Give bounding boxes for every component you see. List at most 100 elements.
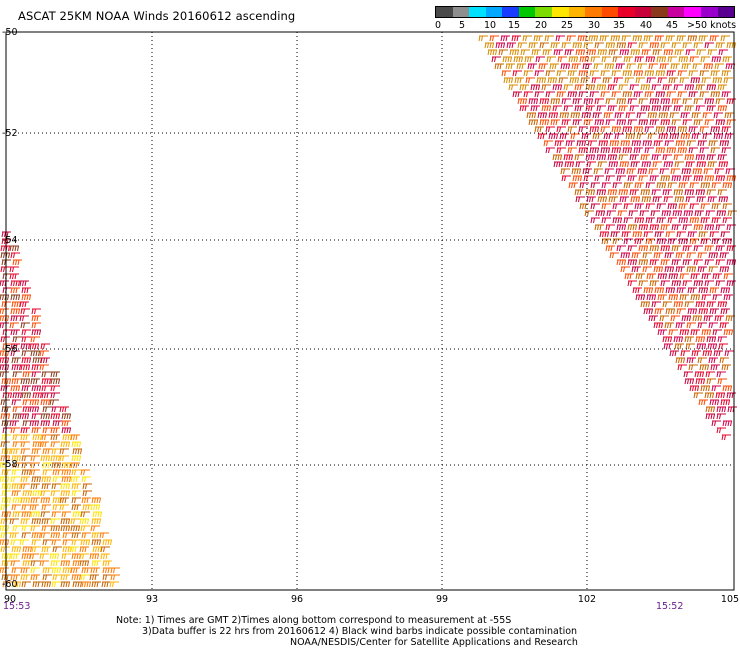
wind-barb <box>612 238 622 245</box>
wind-barb <box>605 98 615 105</box>
wind-barb <box>597 49 607 56</box>
wind-barb <box>556 91 566 98</box>
wind-barb <box>726 280 736 287</box>
wind-barb <box>32 581 42 588</box>
scale-label: 10 <box>484 20 497 31</box>
wind-barb <box>676 35 686 42</box>
wind-barb <box>668 273 678 280</box>
wind-barb <box>702 350 712 357</box>
wind-barb <box>61 476 71 483</box>
wind-barb <box>642 266 652 273</box>
wind-barb <box>637 63 647 70</box>
wind-barb <box>665 35 675 42</box>
wind-barb <box>72 560 82 567</box>
wind-barb <box>50 532 60 539</box>
wind-barb <box>69 546 79 553</box>
wind-barb <box>640 189 650 196</box>
wind-barb <box>552 105 562 112</box>
wind-barb <box>622 91 632 98</box>
wind-barb <box>700 238 710 245</box>
wind-barb <box>21 553 31 560</box>
wind-barb <box>79 518 89 525</box>
wind-barb <box>548 112 558 119</box>
wind-barb <box>679 77 689 84</box>
wind-barb <box>708 322 718 329</box>
wind-barb <box>71 455 81 462</box>
wind-barb <box>622 70 632 77</box>
wind-barb <box>560 168 570 175</box>
wind-barb <box>523 91 533 98</box>
wind-barb <box>31 364 41 371</box>
wind-barb <box>49 553 59 560</box>
wind-barb <box>699 147 709 154</box>
wind-barb <box>550 42 560 49</box>
wind-barb <box>0 364 9 371</box>
wind-barb <box>91 560 101 567</box>
wind-barb <box>664 252 674 259</box>
wind-barb <box>689 203 699 210</box>
wind-barb <box>59 497 69 504</box>
wind-barb <box>667 217 677 224</box>
wind-barb <box>30 455 40 462</box>
wind-barb <box>29 504 39 511</box>
wind-barb <box>646 294 656 301</box>
wind-barb <box>715 175 725 182</box>
wind-barb <box>600 147 610 154</box>
wind-barb <box>623 182 633 189</box>
wind-barb <box>99 532 109 539</box>
wind-barb <box>42 539 52 546</box>
wind-barb <box>605 224 615 231</box>
wind-barb <box>597 161 607 168</box>
wind-barb <box>632 287 642 294</box>
wind-barb <box>61 511 71 518</box>
wind-barb <box>677 91 687 98</box>
wind-barb <box>22 371 32 378</box>
wind-barb <box>20 364 30 371</box>
wind-barb <box>651 301 661 308</box>
wind-barb <box>520 49 530 56</box>
wind-barb <box>673 154 683 161</box>
wind-barb <box>627 119 637 126</box>
wind-barb <box>653 266 663 273</box>
wind-barb <box>689 217 699 224</box>
wind-barb <box>709 231 719 238</box>
wind-barb <box>684 154 694 161</box>
wind-barb <box>690 273 700 280</box>
wind-barb <box>705 406 715 413</box>
wind-barb <box>559 133 569 140</box>
wind-barb <box>545 126 555 133</box>
wind-barb <box>40 455 50 462</box>
wind-barb <box>690 77 700 84</box>
wind-barb <box>651 105 661 112</box>
wind-barb <box>707 343 717 350</box>
wind-barb <box>602 77 612 84</box>
wind-barb <box>42 406 52 413</box>
wind-barb <box>542 49 552 56</box>
wind-barb <box>50 455 60 462</box>
wind-barb <box>594 224 604 231</box>
wind-barb <box>613 77 623 84</box>
wind-barb <box>50 490 60 497</box>
wind-barb <box>655 147 665 154</box>
wind-barb <box>40 497 50 504</box>
wind-barb <box>559 112 569 119</box>
wind-barb <box>535 56 545 63</box>
wind-barb <box>699 364 709 371</box>
wind-barb <box>62 532 72 539</box>
wind-barb <box>616 98 626 105</box>
wind-barb <box>42 469 52 476</box>
wind-barb <box>10 287 20 294</box>
wind-barb <box>657 77 667 84</box>
wind-barb <box>571 168 581 175</box>
wind-barb <box>604 63 614 70</box>
wind-barb <box>20 434 30 441</box>
wind-barb <box>60 581 70 588</box>
wind-barb <box>40 490 50 497</box>
wind-barb <box>52 574 62 581</box>
wind-barb <box>651 189 661 196</box>
wind-barb <box>52 546 62 553</box>
wind-barb <box>564 49 574 56</box>
wind-barb <box>668 329 678 336</box>
wind-barb <box>91 539 101 546</box>
wind-barb <box>50 413 60 420</box>
